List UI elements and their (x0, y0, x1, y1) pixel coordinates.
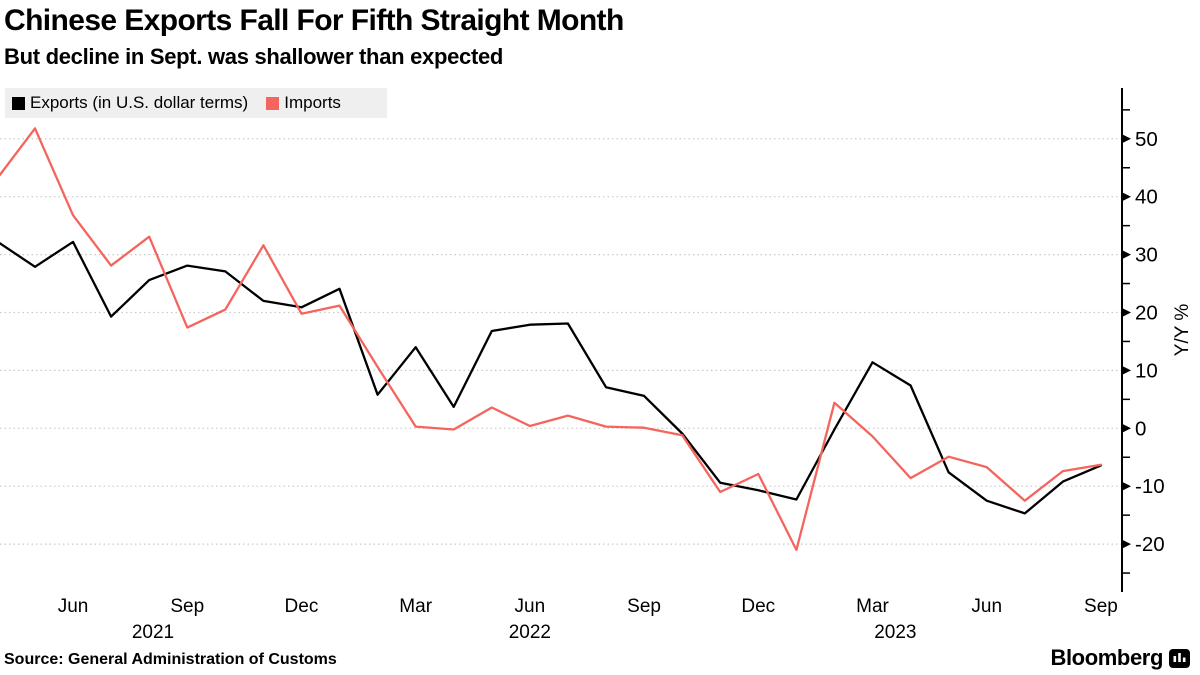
y-tick-label: 30 (1135, 244, 1158, 267)
chart-title: Chinese Exports Fall For Fifth Straight … (4, 4, 624, 37)
year-label: 2023 (874, 622, 916, 643)
bloomberg-chart-icon (1169, 648, 1190, 668)
x-axis-labels: Jun Sep Dec Mar Jun Sep Dec Mar Jun Sep 2021 2022 20… (58, 596, 1118, 643)
x-tick-label: Dec (285, 596, 319, 617)
source-note: Source: General Administration of Custom… (4, 651, 337, 668)
legend-item-imports: Imports (266, 93, 341, 113)
y-tick-label: 50 (1135, 128, 1158, 151)
year-label: 2022 (509, 622, 551, 643)
y-axis-title: Y/Y % (1172, 303, 1193, 357)
legend: Exports (in U.S. dollar terms) Imports (5, 88, 387, 118)
x-tick-label: Jun (971, 596, 1002, 617)
exports-line (0, 240, 1103, 515)
year-label: 2021 (132, 622, 174, 643)
x-tick-label: Sep (1084, 596, 1118, 617)
y-tick-label: -10 (1135, 475, 1165, 498)
chart-subtitle: But decline in Sept. was shallower than … (4, 44, 504, 69)
bloomberg-logo: Bloomberg (1050, 645, 1190, 671)
x-tick-label: Sep (627, 596, 661, 617)
y-axis: 50 40 30 20 10 0 -10 -20 (1121, 88, 1165, 592)
y-tick-label: 20 (1135, 302, 1158, 325)
y-tick-label: -20 (1135, 533, 1165, 556)
exports-swatch (12, 96, 25, 110)
bloomberg-logo-text: Bloomberg (1050, 645, 1163, 670)
legend-exports-label: Exports (in U.S. dollar terms) (30, 93, 249, 112)
x-tick-label: Jun (515, 596, 546, 617)
series-lines (0, 127, 1103, 552)
x-tick-label: Jun (58, 596, 89, 617)
imports-swatch (266, 96, 280, 110)
legend-imports-label: Imports (284, 93, 341, 112)
legend-item-exports: Exports (in U.S. dollar terms) (12, 93, 248, 113)
x-tick-label: Mar (399, 596, 432, 617)
imports-line (0, 127, 1103, 552)
x-tick-label: Mar (856, 596, 889, 617)
x-tick-label: Dec (741, 596, 775, 617)
y-tick-label: 0 (1135, 417, 1146, 440)
y-tick-label: 40 (1135, 186, 1158, 209)
gridlines (0, 138, 1122, 545)
y-tick-label: 10 (1135, 359, 1158, 382)
x-tick-label: Sep (170, 596, 204, 617)
